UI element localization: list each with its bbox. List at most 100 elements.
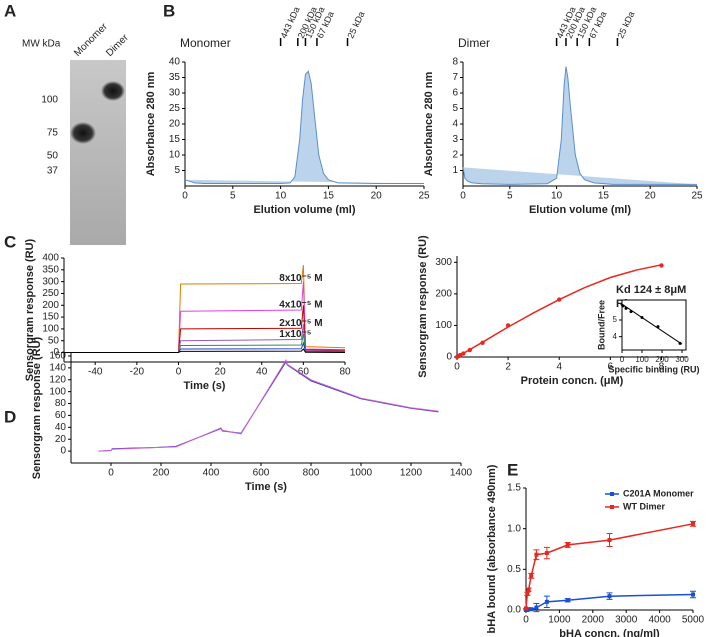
y-axis-label: Absorbance 280 nm [423, 72, 435, 177]
y-tick-label: 4 [613, 332, 618, 341]
series-label: 4x10⁻⁵ M [279, 300, 322, 311]
y-tick-label: 250 [42, 288, 59, 299]
y-tick-label: 8 [452, 57, 458, 68]
series-label: 2x10⁻⁵ M [279, 318, 322, 329]
y-tick-label: 4 [452, 119, 458, 130]
y-tick-label: 15 [169, 134, 181, 145]
x-tick-label: 40 [256, 367, 268, 378]
y-tick-label: 1 [452, 165, 458, 176]
x-tick-label: 20 [371, 191, 383, 202]
point [565, 542, 570, 547]
legend-label: WT Dimer [623, 501, 666, 511]
chart-title: Dimer [458, 36, 490, 50]
x-tick-label: 100 [635, 355, 649, 364]
y-tick-label: 0 [53, 347, 59, 358]
x-tick-label: 200 [655, 355, 669, 364]
y-tick-label: 400 [42, 253, 59, 264]
x-tick-label: 25 [418, 191, 430, 202]
y-axis-label: bHA bound (absorbance 490nm) [486, 464, 498, 633]
y-tick-label: 7 [452, 72, 458, 83]
y-tick-label: 0.5 [507, 564, 521, 575]
x-tick-label: -20 [130, 367, 145, 378]
point [529, 607, 534, 612]
y-tick-label: 300 [435, 257, 452, 268]
y-tick-label: 5 [174, 165, 180, 176]
x-tick-label: 10 [551, 191, 563, 202]
x-tick-label: 3000 [615, 615, 638, 626]
x-tick-label: 4 [556, 362, 562, 373]
x-tick-label: 0 [523, 615, 529, 626]
x-tick-label: 400 [203, 468, 220, 479]
y-tick-label: 6 [452, 88, 458, 99]
x-tick-label: 80 [339, 367, 351, 378]
x-tick-label: 1200 [400, 468, 423, 479]
x-tick-label: 300 [675, 355, 689, 364]
y-tick-label: 10 [169, 150, 181, 161]
y-tick-label: 300 [42, 276, 59, 287]
y-tick-label: 160 [49, 351, 66, 362]
y-tick-label: 5 [613, 315, 618, 324]
y-tick-label: 20 [55, 434, 67, 445]
y-tick-label: 35 [169, 72, 181, 83]
point [544, 551, 549, 556]
point [529, 573, 534, 578]
gel-band [101, 81, 125, 101]
y-axis-label: Sensorgram response (RU) [24, 238, 36, 381]
x-tick-label: 0 [454, 362, 460, 373]
y-axis-label: Sensorgram response (RU) [417, 235, 429, 378]
y-tick-label: 100 [42, 324, 59, 335]
x-tick-label: 20 [645, 191, 657, 202]
y-tick-label: 25 [169, 103, 181, 114]
gel-band [70, 122, 96, 144]
x-tick-label: 0 [620, 355, 625, 364]
point [607, 594, 612, 599]
y-tick-label: 60 [55, 410, 67, 421]
y-tick-label: 200 [435, 289, 452, 300]
series-label: 8x10⁻⁵ M [279, 273, 322, 284]
point [607, 538, 612, 543]
x-tick-label: 20 [215, 367, 227, 378]
panel-label: E [507, 460, 518, 479]
gel: MW kDa Monomer Dimer 100 75 50 37 [22, 21, 131, 245]
x-tick-label: 25 [691, 191, 703, 202]
plot: 0 2 4 6 8 0 100 200 300 Protein concn. (μM) Sensor… [417, 235, 687, 387]
point [526, 587, 531, 592]
x-tick-label: 6 [608, 362, 614, 373]
y-tick-label: 20 [169, 119, 181, 130]
size-marker-label: 25 kDa [615, 10, 636, 40]
x-axis-label: Elution volume (ml) [529, 204, 631, 216]
x-axis-label: bHA concn. (ng/ml) [559, 628, 660, 637]
x-tick-label: 2 [505, 362, 511, 373]
y-tick-label: 200 [42, 300, 59, 311]
x-tick-label: 800 [303, 468, 320, 479]
y-tick-label: 40 [169, 57, 181, 68]
y-axis-label: Absorbance 280 nm [145, 72, 157, 177]
x-tick-label: 0 [460, 191, 466, 202]
x-tick-label: 5 [230, 191, 236, 202]
plot: 0 5 10 15 20 25 5 10 15 20 25 30 35 40 Elution volume … [145, 5, 430, 216]
size-marker-label: 25 kDa [345, 10, 366, 40]
x-axis-label: Protein concn. (μM) [521, 375, 624, 387]
mw-marker: 37 [47, 166, 59, 177]
y-tick-label: 120 [49, 374, 66, 385]
point [534, 552, 539, 557]
y-tick-label: 50 [48, 335, 60, 346]
area [184, 70, 424, 184]
legend-swatch [610, 505, 614, 509]
point [525, 591, 530, 596]
panel-label: B [163, 1, 175, 20]
y-tick-label: 3 [452, 134, 458, 145]
line [98, 360, 439, 452]
y-tick-label: 100 [49, 386, 66, 397]
x-tick-label: 5 [507, 191, 513, 202]
x-tick-label: -40 [88, 367, 103, 378]
fit-line [456, 264, 662, 358]
legend-label: C201A Monomer [623, 488, 694, 498]
x-axis-label: Elution volume (ml) [253, 204, 355, 216]
x-tick-label: 60 [298, 367, 310, 378]
x-tick-label: 2000 [582, 615, 605, 626]
y-tick-label: 1.0 [507, 523, 521, 534]
y-tick-label: 80 [55, 398, 67, 409]
x-tick-label: 0 [108, 468, 114, 479]
x-tick-label: 4000 [648, 615, 671, 626]
